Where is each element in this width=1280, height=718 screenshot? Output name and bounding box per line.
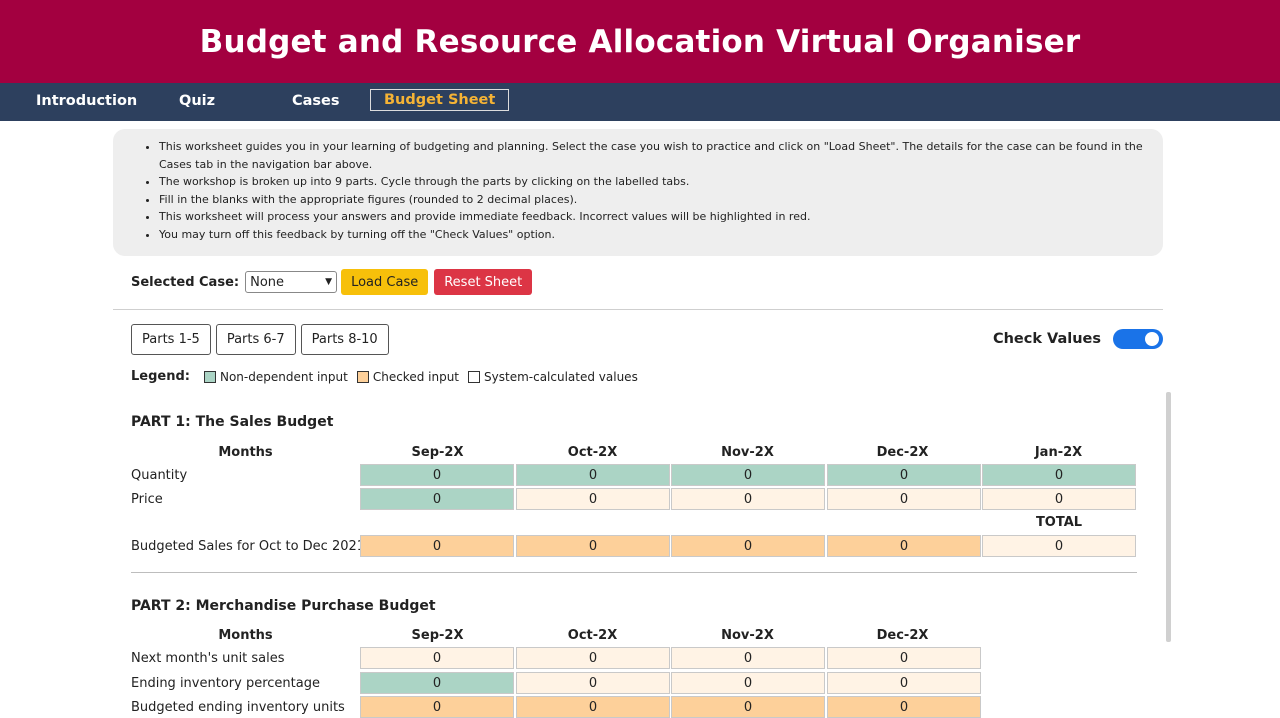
chevron-down-icon: ▼: [325, 277, 333, 287]
ending-inventory-units-cell[interactable]: 0: [360, 696, 514, 718]
price-cell: 0: [982, 488, 1136, 510]
row-label-ending-inventory-units: Budgeted ending inventory units: [131, 700, 345, 715]
next-month-sales-cell: 0: [516, 647, 670, 669]
instructions-panel: This worksheet guides you in your learni…: [113, 129, 1163, 256]
total-header: TOTAL: [1035, 515, 1083, 530]
tab-parts-6-7[interactable]: Parts 6-7: [215, 324, 296, 355]
sales-cell[interactable]: 0: [827, 535, 981, 557]
sales-cell[interactable]: 0: [516, 535, 670, 557]
quantity-cell[interactable]: 0: [360, 464, 514, 486]
month-header: Oct-2X: [567, 445, 618, 460]
sales-cell[interactable]: 0: [360, 535, 514, 557]
legend-label: Non-dependent input: [219, 369, 348, 384]
price-cell: 0: [516, 488, 670, 510]
row-label-next-month-sales: Next month's unit sales: [131, 651, 285, 666]
month-header: Sep-2X: [411, 628, 464, 643]
quantity-cell[interactable]: 0: [982, 464, 1136, 486]
part1-title: PART 1: The Sales Budget: [131, 414, 334, 430]
sales-total-cell: 0: [982, 535, 1136, 557]
quantity-cell[interactable]: 0: [516, 464, 670, 486]
legend-label: Checked input: [372, 369, 460, 384]
ending-inventory-pct-cell: 0: [827, 672, 981, 694]
legend-swatch: [356, 370, 369, 383]
legend-label: System-calculated values: [484, 369, 638, 384]
ending-inventory-units-cell[interactable]: 0: [516, 696, 670, 718]
divider: [131, 572, 1137, 573]
month-header: Oct-2X: [567, 628, 618, 643]
months-header: Months: [218, 445, 273, 460]
row-label-price: Price: [131, 492, 163, 507]
nav-quiz[interactable]: Quiz: [179, 93, 216, 109]
next-month-sales-cell: 0: [671, 647, 825, 669]
legend-title: Legend:: [131, 369, 190, 384]
month-header: Sep-2X: [411, 445, 464, 460]
case-select-value: None: [250, 274, 285, 290]
instruction-item: Fill in the blanks with the appropriate …: [159, 191, 1153, 209]
case-label: Selected Case:: [131, 274, 240, 290]
divider: [113, 309, 1163, 310]
nav-budget-sheet[interactable]: Budget Sheet: [370, 89, 510, 111]
check-values-toggle[interactable]: [1113, 329, 1163, 349]
next-month-sales-cell: 0: [827, 647, 981, 669]
legend-item-system: System-calculated values: [468, 370, 638, 384]
quantity-cell[interactable]: 0: [671, 464, 825, 486]
ending-inventory-units-cell[interactable]: 0: [671, 696, 825, 718]
tab-parts-8-10[interactable]: Parts 8-10: [300, 324, 389, 355]
month-header: Nov-2X: [721, 628, 774, 643]
row-label-ending-inventory-pct: Ending inventory percentage: [131, 676, 320, 691]
legend-swatch: [203, 370, 216, 383]
legend-swatch: [468, 370, 481, 383]
instruction-item: The workshop is broken up into 9 parts. …: [159, 173, 1153, 191]
price-cell: 0: [671, 488, 825, 510]
legend: Legend: Non-dependent input Checked inpu…: [131, 369, 647, 384]
sales-cell[interactable]: 0: [671, 535, 825, 557]
ending-inventory-pct-cell[interactable]: 0: [360, 672, 514, 694]
part2-title: PART 2: Merchandise Purchase Budget: [131, 598, 436, 614]
instruction-item: This worksheet will process your answers…: [159, 208, 1153, 226]
price-cell[interactable]: 0: [360, 488, 514, 510]
app-title: Budget and Resource Allocation Virtual O…: [199, 23, 1081, 60]
check-values-label: Check Values: [992, 331, 1101, 347]
row-label-budgeted-sales: Budgeted Sales for Oct to Dec 2021: [131, 539, 366, 554]
nav-cases[interactable]: Cases: [292, 93, 340, 109]
case-selector-row: Selected Case: None ▼ Load Case Reset Sh…: [131, 269, 533, 295]
month-header: Dec-2X: [876, 445, 929, 460]
legend-item-checked: Checked input: [356, 369, 460, 384]
scrollbar[interactable]: [1166, 392, 1171, 642]
months-header: Months: [218, 628, 273, 643]
legend-item-non-dependent: Non-dependent input: [203, 369, 348, 384]
load-case-button[interactable]: Load Case: [341, 269, 429, 295]
instruction-item: You may turn off this feedback by turnin…: [159, 226, 1153, 244]
app-header: Budget and Resource Allocation Virtual O…: [0, 0, 1280, 83]
quantity-cell[interactable]: 0: [827, 464, 981, 486]
case-select[interactable]: None ▼: [245, 271, 338, 293]
tab-parts-1-5[interactable]: Parts 1-5: [131, 324, 211, 355]
ending-inventory-units-cell[interactable]: 0: [827, 696, 981, 718]
parts-tabs: Parts 1-5 Parts 6-7 Parts 8-10: [131, 324, 389, 355]
month-header: Jan-2X: [1034, 445, 1083, 460]
check-values: Check Values: [993, 329, 1163, 349]
reset-sheet-button[interactable]: Reset Sheet: [434, 269, 533, 295]
month-header: Dec-2X: [876, 628, 929, 643]
nav-introduction[interactable]: Introduction: [36, 93, 138, 109]
nav-bar: Introduction Quiz Cases Budget Sheet: [0, 83, 1280, 121]
ending-inventory-pct-cell: 0: [671, 672, 825, 694]
instruction-item: This worksheet guides you in your learni…: [159, 138, 1153, 173]
next-month-sales-cell: 0: [360, 647, 514, 669]
month-header: Nov-2X: [721, 445, 774, 460]
row-label-quantity: Quantity: [131, 468, 188, 483]
price-cell: 0: [827, 488, 981, 510]
ending-inventory-pct-cell: 0: [516, 672, 670, 694]
